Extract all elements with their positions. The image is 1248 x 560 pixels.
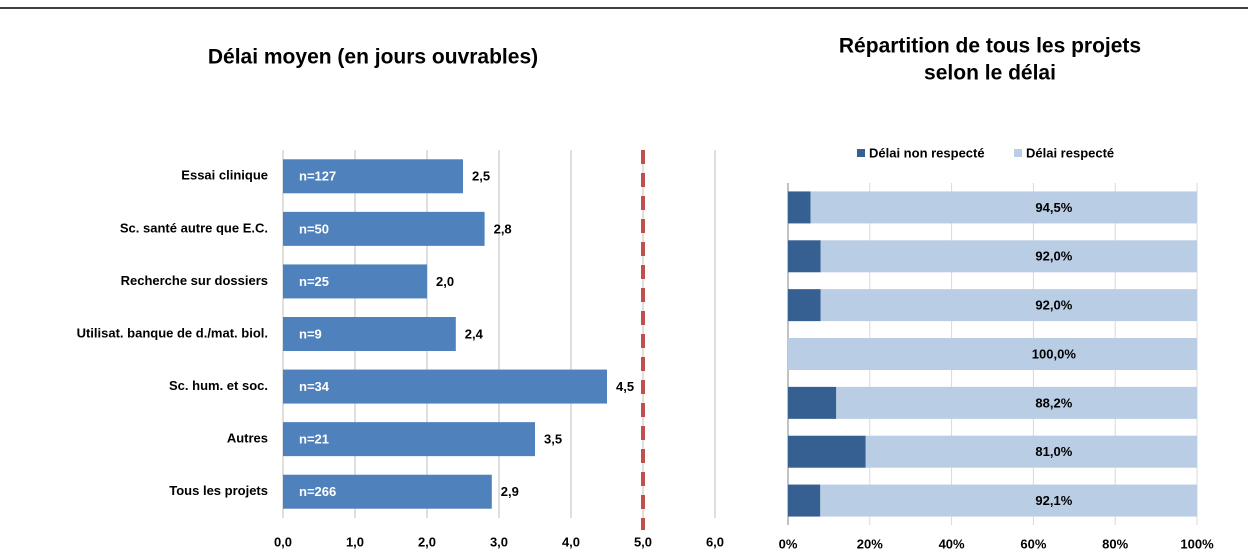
- chart-title: Répartition de tous les projets: [839, 35, 1141, 58]
- value-label: 92,0%: [1035, 298, 1072, 313]
- category-label: Recherche sur dossiers: [121, 273, 268, 288]
- value-label: 92,1%: [1035, 493, 1072, 508]
- value-label: 100,0%: [1032, 346, 1077, 361]
- bar-segment: [820, 240, 1197, 273]
- category-label: Sc. hum. et soc.: [169, 378, 268, 393]
- value-label: 88,2%: [1035, 395, 1072, 410]
- bar: [283, 317, 456, 351]
- legend-label: Délai non respecté: [869, 145, 985, 160]
- x-tick-label: 3,0: [490, 534, 508, 549]
- value-label: 2,9: [501, 484, 519, 499]
- bar-annotation: n=21: [299, 432, 329, 447]
- category-label: Autres: [227, 431, 268, 446]
- x-tick-label: 60%: [1020, 536, 1046, 551]
- category-label: Utilisat. banque de d./mat. biol.: [77, 325, 268, 340]
- bar-annotation: n=9: [299, 326, 322, 341]
- legend-swatch: [857, 149, 865, 157]
- bar-annotation: n=127: [299, 169, 336, 184]
- value-label: 2,0: [436, 274, 454, 289]
- value-label: 92,0%: [1035, 249, 1072, 264]
- bar-segment: [788, 386, 837, 419]
- bar: [283, 369, 607, 404]
- x-tick-label: 2,0: [418, 534, 436, 549]
- chart-title: selon le délai: [924, 62, 1056, 85]
- x-tick-label: 5,0: [634, 534, 652, 549]
- value-label: 4,5: [616, 379, 634, 394]
- value-label: 2,4: [465, 326, 484, 341]
- bar-segment: [788, 289, 821, 322]
- bar-segment: [820, 289, 1197, 322]
- bar-segment: [788, 435, 866, 468]
- bar-segment: [788, 484, 821, 517]
- x-tick-label: 0,0: [274, 534, 292, 549]
- value-label: 2,8: [494, 221, 512, 236]
- value-label: 3,5: [544, 432, 562, 447]
- bar-segment: [820, 484, 1197, 517]
- legend-label: Délai respecté: [1026, 145, 1114, 160]
- bar: [283, 474, 492, 509]
- value-label: 81,0%: [1035, 444, 1072, 459]
- bar-segment: [788, 191, 811, 224]
- category-label: Sc. santé autre que E.C.: [120, 220, 268, 235]
- category-label: Essai clinique: [181, 168, 268, 183]
- bar: [283, 264, 427, 299]
- bar: [283, 211, 485, 246]
- bar-segment: [836, 386, 1197, 419]
- value-label: 94,5%: [1035, 200, 1072, 215]
- x-tick-label: 4,0: [562, 534, 580, 549]
- bar-segment: [810, 191, 1197, 224]
- x-tick-label: 20%: [857, 536, 883, 551]
- value-label: 2,5: [472, 169, 490, 184]
- bar: [283, 422, 535, 457]
- category-label: Tous les projets: [169, 483, 268, 498]
- x-tick-label: 6,0: [706, 534, 724, 549]
- bar-annotation: n=25: [299, 274, 329, 289]
- bar-annotation: n=34: [299, 379, 330, 394]
- bar-segment: [788, 338, 1197, 370]
- chart-title: Délai moyen (en jours ouvrables): [208, 46, 538, 69]
- x-tick-label: 0%: [779, 536, 798, 551]
- legend-swatch: [1014, 149, 1022, 157]
- bar: [283, 159, 463, 194]
- bar-segment: [788, 240, 821, 273]
- x-tick-label: 40%: [939, 536, 965, 551]
- x-tick-label: 100%: [1180, 536, 1214, 551]
- x-tick-label: 80%: [1102, 536, 1128, 551]
- bar-annotation: n=50: [299, 221, 329, 236]
- x-tick-label: 1,0: [346, 534, 364, 549]
- bar-annotation: n=266: [299, 484, 336, 499]
- bar-segment: [865, 435, 1197, 468]
